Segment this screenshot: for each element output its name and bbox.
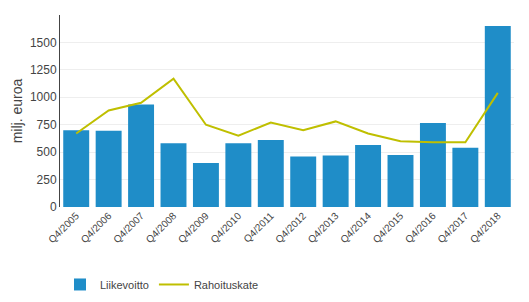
svg-text:milj. euroa: milj. euroa [9,79,25,144]
svg-text:Q4/2007: Q4/2007 [111,210,146,245]
svg-text:Q4/2009: Q4/2009 [176,210,211,245]
svg-text:Rahoituskate: Rahoituskate [194,279,258,291]
svg-text:500: 500 [37,145,57,159]
svg-text:Q4/2010: Q4/2010 [208,210,243,245]
svg-text:1250: 1250 [30,63,57,77]
svg-text:Q4/2005: Q4/2005 [46,210,81,245]
svg-text:0: 0 [50,200,57,214]
svg-text:Q4/2014: Q4/2014 [338,210,373,245]
svg-text:Q4/2015: Q4/2015 [371,210,406,245]
svg-text:250: 250 [37,173,57,187]
svg-text:Q4/2018: Q4/2018 [468,210,503,245]
svg-text:Q4/2006: Q4/2006 [79,210,114,245]
svg-text:1000: 1000 [30,90,57,104]
svg-text:Liikevoitto: Liikevoitto [100,279,149,291]
svg-text:Q4/2012: Q4/2012 [273,210,308,245]
svg-text:Q4/2013: Q4/2013 [306,210,341,245]
svg-text:Q4/2008: Q4/2008 [144,210,179,245]
svg-text:1500: 1500 [30,36,57,50]
svg-text:Q4/2011: Q4/2011 [241,210,276,245]
svg-text:750: 750 [37,118,57,132]
svg-text:Q4/2016: Q4/2016 [403,210,438,245]
svg-text:Q4/2017: Q4/2017 [435,210,470,245]
